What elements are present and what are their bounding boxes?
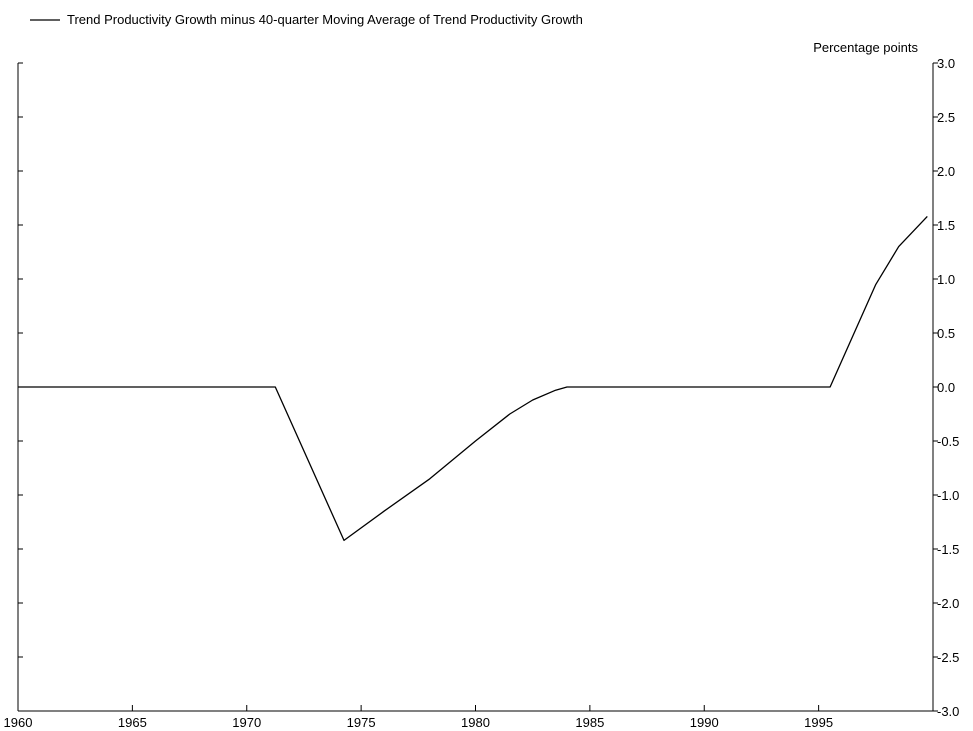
- x-tick-label: 1965: [118, 715, 147, 730]
- y-tick-label: 1.5: [937, 218, 955, 233]
- x-tick-label: 1980: [461, 715, 490, 730]
- x-tick-label: 1970: [232, 715, 261, 730]
- y-tick-label: 3.0: [937, 56, 955, 71]
- y-tick-label: 0.5: [937, 326, 955, 341]
- y-tick-label: -2.5: [937, 650, 959, 665]
- y-axis-ticks: 3.0 2.5 2.0 1.5 1.0 0.5 0.0 -0.5 -1.0 -1.5 -2.0 -2.…: [18, 56, 959, 719]
- y-tick-label: -0.5: [937, 434, 959, 449]
- x-tick-label: 1985: [575, 715, 604, 730]
- y-tick-label: 2.5: [937, 110, 955, 125]
- x-tick-label: 1990: [690, 715, 719, 730]
- y-axis-unit-label: Percentage points: [813, 40, 918, 55]
- y-tick-label: -2.0: [937, 596, 959, 611]
- y-tick-label: -3.0: [937, 704, 959, 719]
- legend-label: Trend Productivity Growth minus 40-quart…: [67, 12, 583, 27]
- y-tick-label: 0.0: [937, 380, 955, 395]
- x-tick-label: 1975: [347, 715, 376, 730]
- y-tick-label: 1.0: [937, 272, 955, 287]
- x-tick-label: 1995: [804, 715, 833, 730]
- y-tick-label: 2.0: [937, 164, 955, 179]
- x-axis-ticks: 1960 1965 1970 1975 1980 1985 1990 1995: [4, 705, 833, 730]
- y-tick-label: -1.5: [937, 542, 959, 557]
- x-tick-label: 1960: [4, 715, 33, 730]
- series-layer: [18, 215, 928, 542]
- series-line: [18, 215, 928, 542]
- y-tick-label: -1.0: [937, 488, 959, 503]
- legend: Trend Productivity Growth minus 40-quart…: [30, 12, 583, 27]
